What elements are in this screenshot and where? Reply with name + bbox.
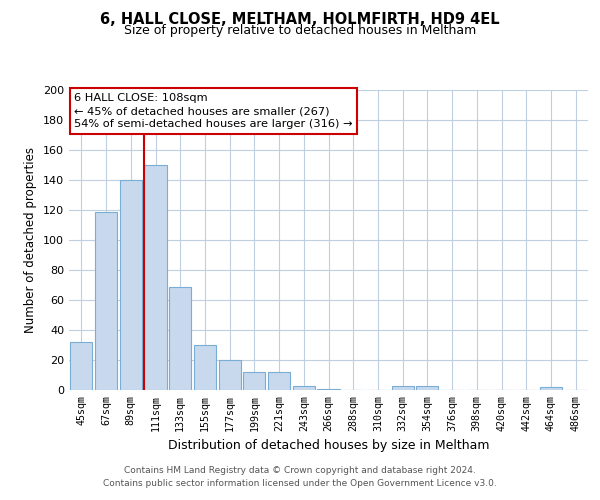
Bar	[119, 180, 142, 390]
Text: 6, HALL CLOSE, MELTHAM, HOLMFIRTH, HD9 4EL: 6, HALL CLOSE, MELTHAM, HOLMFIRTH, HD9 4…	[100, 12, 500, 28]
Text: Contains HM Land Registry data © Crown copyright and database right 2024.
Contai: Contains HM Land Registry data © Crown c…	[103, 466, 497, 487]
Bar	[95, 212, 117, 390]
Bar	[145, 165, 167, 390]
Bar	[293, 386, 315, 390]
Text: Size of property relative to detached houses in Meltham: Size of property relative to detached ho…	[124, 24, 476, 37]
Y-axis label: Number of detached properties: Number of detached properties	[25, 147, 37, 333]
Bar	[540, 387, 562, 390]
Bar	[416, 386, 439, 390]
Bar	[218, 360, 241, 390]
Bar	[194, 345, 216, 390]
Bar	[70, 342, 92, 390]
Bar	[392, 386, 414, 390]
Text: 6 HALL CLOSE: 108sqm
← 45% of detached houses are smaller (267)
54% of semi-deta: 6 HALL CLOSE: 108sqm ← 45% of detached h…	[74, 93, 353, 130]
Bar	[317, 388, 340, 390]
Bar	[268, 372, 290, 390]
X-axis label: Distribution of detached houses by size in Meltham: Distribution of detached houses by size …	[168, 439, 489, 452]
Bar	[243, 372, 265, 390]
Bar	[169, 286, 191, 390]
